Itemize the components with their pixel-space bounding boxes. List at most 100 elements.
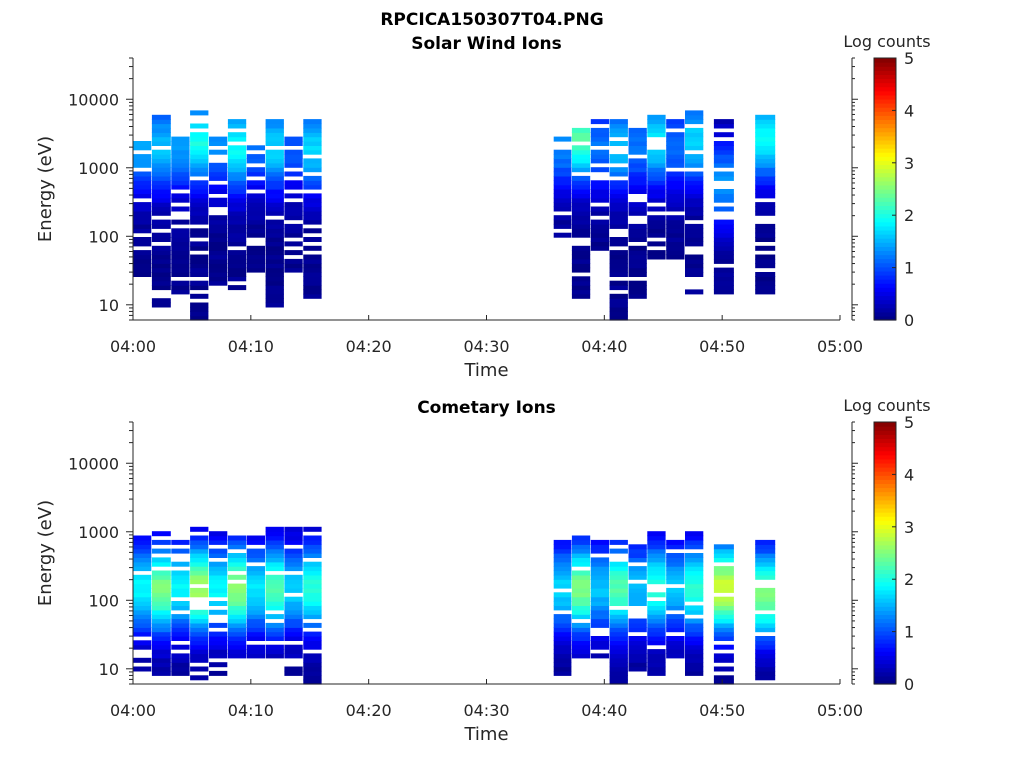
spectrogram-cell <box>246 210 265 216</box>
spectrogram-cell <box>151 119 171 125</box>
spectrogram-cell <box>227 167 247 173</box>
spectrogram-cell <box>609 315 628 321</box>
spectrogram-cell <box>755 561 776 567</box>
spectrogram-cell <box>171 670 190 676</box>
spectrogram-cell <box>284 193 303 199</box>
spectrogram-cell <box>609 640 628 646</box>
spectrogram-cell <box>303 644 322 650</box>
spectrogram-cell <box>171 241 190 247</box>
colorbar-swatch <box>874 675 896 681</box>
spectrogram-cell <box>227 193 247 199</box>
spectrogram-cell <box>265 526 284 532</box>
spectrogram-cell <box>303 553 322 558</box>
spectrogram-cell <box>303 149 322 155</box>
spectrogram-cell <box>303 293 322 299</box>
spectrogram-cell <box>685 583 704 589</box>
spectrogram-cell <box>133 609 152 615</box>
spectrogram-cell <box>628 644 647 650</box>
spectrogram-cell <box>647 180 666 186</box>
spectrogram-cell <box>227 539 247 545</box>
spectrogram-cell <box>151 649 171 655</box>
colorbar-swatch <box>874 201 896 206</box>
spectrogram-cell <box>171 193 190 199</box>
spectrogram-cell <box>553 215 572 221</box>
spectrogram-cell <box>151 631 171 637</box>
spectrogram-cell <box>713 141 734 146</box>
spectrogram-cell <box>647 223 666 229</box>
spectrogram-cell <box>755 622 776 628</box>
spectrogram-cell <box>685 609 704 615</box>
spectrogram-cell <box>713 254 734 260</box>
spectrogram-cell <box>265 579 284 585</box>
spectrogram-cell <box>609 202 628 208</box>
spectrogram-cell <box>685 175 704 181</box>
spectrogram-cell <box>227 219 247 225</box>
spectrogram-cell <box>284 263 303 269</box>
colorbar-swatch <box>874 266 896 272</box>
spectrogram-cell <box>303 539 322 545</box>
spectrogram-cell <box>246 570 265 576</box>
spectrogram-cell <box>151 285 171 291</box>
spectrogram-cell <box>755 570 776 576</box>
spectrogram-cell <box>553 566 572 572</box>
spectrogram-cell <box>666 132 685 138</box>
spectrogram-cell <box>713 653 734 659</box>
colorbar-swatch <box>874 139 896 145</box>
spectrogram-cell <box>666 245 685 251</box>
colorbar-swatch <box>874 507 896 513</box>
spectrogram-cell <box>284 636 303 641</box>
spectrogram-cell <box>190 162 209 168</box>
spectrogram-cell <box>685 110 704 116</box>
spectrogram-cell <box>647 189 666 194</box>
spectrogram-cell <box>284 158 303 164</box>
spectrogram-cell <box>685 189 704 194</box>
spectrogram-cell <box>685 636 704 641</box>
spectrogram-cell <box>265 587 284 593</box>
spectrogram-cell <box>755 614 776 620</box>
spectrogram-cell <box>171 145 190 151</box>
spectrogram-cell <box>303 193 322 199</box>
spectrogram-cell <box>303 592 322 598</box>
spectrogram-cell <box>666 601 685 606</box>
spectrogram-cell <box>628 601 647 606</box>
panel-title: Cometary Ions <box>417 398 556 418</box>
colorbar-swatch <box>874 593 896 599</box>
colorbar-swatch <box>874 78 896 84</box>
spectrogram-cell <box>265 206 284 212</box>
spectrogram-cell <box>190 302 209 308</box>
spectrogram-cell <box>647 171 666 177</box>
spectrogram-cell <box>209 258 228 264</box>
spectrogram-cell <box>190 526 209 532</box>
spectrogram-cell <box>151 280 171 286</box>
spectrogram-cell <box>647 154 666 160</box>
colorbar-swatch <box>874 679 896 685</box>
spectrogram-cell <box>685 171 704 177</box>
spectrogram-cell <box>190 272 209 277</box>
spectrogram-cell <box>209 276 228 282</box>
colorbar-tick-label: 3 <box>904 154 914 173</box>
spectrogram-cell <box>685 206 704 212</box>
spectrogram-cell <box>628 544 647 550</box>
spectrogram-cell <box>647 627 666 633</box>
spectrogram-cell <box>755 285 776 291</box>
x-tick-label: 05:00 <box>817 701 863 720</box>
spectrogram-cell <box>190 145 209 151</box>
spectrogram-cell <box>303 280 322 286</box>
spectrogram-cell <box>265 553 284 558</box>
spectrogram-cell <box>151 258 171 264</box>
spectrogram-cell <box>133 657 152 663</box>
spectrogram-cell <box>755 553 776 558</box>
spectrogram-cell <box>246 171 265 177</box>
colorbar-swatch <box>874 311 896 317</box>
spectrogram-cell <box>190 263 209 269</box>
spectrogram-cell <box>590 614 610 620</box>
spectrogram-cell <box>171 206 190 212</box>
spectrogram-cell <box>571 167 591 173</box>
spectrogram-cell <box>190 587 209 593</box>
spectrogram-cell <box>666 640 685 646</box>
spectrogram-cell <box>685 622 704 628</box>
spectrogram-cell <box>303 285 322 291</box>
spectrogram-cell <box>685 237 704 242</box>
spectrogram-cell <box>209 662 228 668</box>
